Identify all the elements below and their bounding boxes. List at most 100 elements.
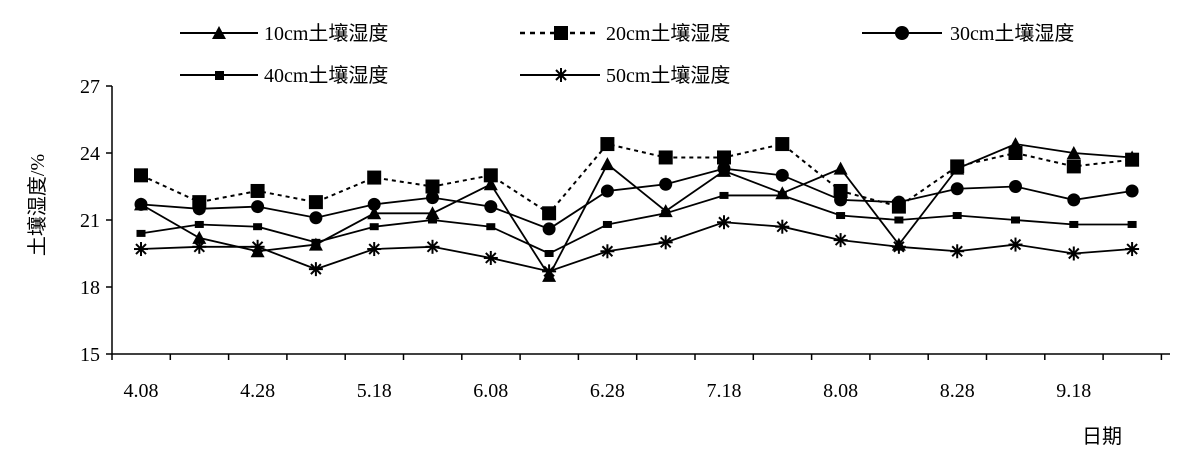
- data-point-50cm: [308, 262, 323, 277]
- data-point-40cm: [894, 216, 904, 224]
- data-point-50cm: [483, 250, 498, 265]
- data-point-20cm: [775, 137, 790, 152]
- data-point-10cm: [833, 161, 848, 175]
- legend-item-50cm: 50cm土壤湿度: [520, 64, 730, 87]
- data-point-10cm: [1066, 146, 1081, 159]
- data-point-30cm: [775, 168, 789, 182]
- data-point-30cm: [659, 177, 673, 191]
- data-point-50cm: [192, 239, 207, 254]
- data-point-20cm: [367, 170, 382, 185]
- data-point-30cm: [600, 184, 614, 198]
- data-point-40cm: [136, 229, 146, 237]
- data-point-40cm: [719, 191, 729, 199]
- x-tick-label: 6.28: [590, 380, 625, 402]
- data-point-50cm: [833, 233, 848, 248]
- data-point-40cm: [777, 191, 787, 199]
- data-point-40cm: [194, 220, 204, 228]
- data-point-30cm: [309, 211, 323, 225]
- x-tick-label: 4.28: [240, 380, 275, 402]
- data-point-40cm: [369, 223, 379, 231]
- series-line-20cm: [140, 142, 1133, 215]
- data-point-30cm: [717, 162, 731, 176]
- data-point-40cm: [486, 223, 496, 231]
- data-point-30cm: [251, 200, 265, 214]
- x-tick-label: 6.08: [473, 380, 508, 402]
- data-point-50cm: [775, 219, 790, 234]
- data-point-50cm: [600, 244, 615, 259]
- data-point-50cm: [1008, 237, 1023, 252]
- data-point-40cm: [253, 223, 263, 231]
- series-line-40cm: [140, 194, 1133, 255]
- x-tick-label: 4.08: [124, 380, 159, 402]
- data-point-30cm: [542, 222, 556, 236]
- y-axis-title: 土壤湿度/%: [26, 154, 49, 256]
- data-point-40cm: [661, 209, 671, 217]
- data-point-50cm: [950, 244, 965, 259]
- x-tick-label: 8.08: [823, 380, 858, 402]
- data-point-40cm: [836, 212, 846, 220]
- series-line-10cm: [140, 143, 1133, 278]
- data-point-20cm: [600, 137, 615, 152]
- data-point-30cm: [426, 191, 439, 205]
- data-point-30cm: [367, 197, 381, 211]
- data-point-20cm: [250, 183, 265, 198]
- data-point-50cm: [367, 242, 382, 257]
- data-point-10cm: [192, 230, 207, 244]
- legend-item-30cm: 30cm土壤湿度: [862, 22, 1074, 45]
- data-point-20cm: [717, 150, 731, 165]
- x-axis-title: 日期: [1082, 426, 1122, 448]
- data-point-50cm: [1066, 246, 1081, 261]
- y-tick-label: 24: [80, 143, 100, 165]
- data-point-30cm: [1009, 180, 1022, 193]
- y-tick-label: 18: [80, 277, 100, 299]
- legend-label-40cm: 40cm土壤湿度: [264, 64, 388, 87]
- data-point-50cm: [250, 239, 265, 254]
- data-point-40cm: [311, 238, 321, 246]
- data-point-20cm: [658, 150, 673, 165]
- data-point-20cm: [425, 179, 440, 194]
- legend: 10cm土壤湿度 20cm土壤湿度 30cm土壤湿度 40cm土壤湿度 5: [180, 22, 1074, 87]
- data-point-40cm: [1127, 220, 1137, 228]
- data-point-30cm: [1067, 193, 1081, 207]
- y-tick-label: 21: [80, 210, 100, 232]
- data-point-40cm: [1011, 216, 1020, 224]
- data-point-20cm: [1008, 146, 1023, 160]
- data-point-30cm: [134, 197, 148, 211]
- data-point-30cm: [1125, 184, 1139, 198]
- data-point-50cm: [658, 235, 673, 250]
- data-point-50cm: [542, 264, 557, 279]
- data-point-50cm: [425, 239, 440, 254]
- series-10cm: [134, 137, 1140, 282]
- data-point-30cm: [484, 200, 498, 214]
- series-30cm: [134, 162, 1139, 236]
- x-tick-label: 7.18: [707, 380, 742, 402]
- x-tick-label: 5.18: [357, 380, 392, 402]
- legend-label-20cm: 20cm土壤湿度: [606, 22, 730, 45]
- data-point-50cm: [717, 215, 731, 230]
- data-point-50cm: [134, 242, 148, 257]
- legend-label-30cm: 30cm土壤湿度: [950, 22, 1074, 45]
- data-point-50cm: [891, 239, 906, 254]
- legend-label-10cm: 10cm土壤湿度: [264, 22, 388, 45]
- y-tick-label: 27: [80, 76, 100, 98]
- data-point-30cm: [192, 202, 206, 216]
- series-line-50cm: [140, 221, 1133, 273]
- series-line-30cm: [140, 167, 1133, 230]
- data-point-20cm: [483, 168, 498, 183]
- legend-item-20cm: 20cm土壤湿度: [520, 22, 730, 45]
- data-point-10cm: [600, 157, 615, 171]
- data-point-30cm: [834, 193, 848, 207]
- data-point-10cm: [425, 206, 440, 220]
- data-point-20cm: [308, 195, 323, 210]
- data-point-20cm: [542, 206, 557, 221]
- legend-item-10cm: 10cm土壤湿度: [180, 22, 388, 45]
- data-point-40cm: [428, 216, 437, 224]
- data-point-20cm: [950, 159, 965, 174]
- data-point-40cm: [544, 250, 554, 257]
- data-point-20cm: [1125, 152, 1140, 167]
- data-point-20cm: [1066, 159, 1081, 174]
- y-tick-label: 15: [80, 344, 100, 366]
- y-ticks: 15 18 21 24 27: [80, 76, 112, 366]
- x-tick-label: 9.18: [1056, 380, 1091, 402]
